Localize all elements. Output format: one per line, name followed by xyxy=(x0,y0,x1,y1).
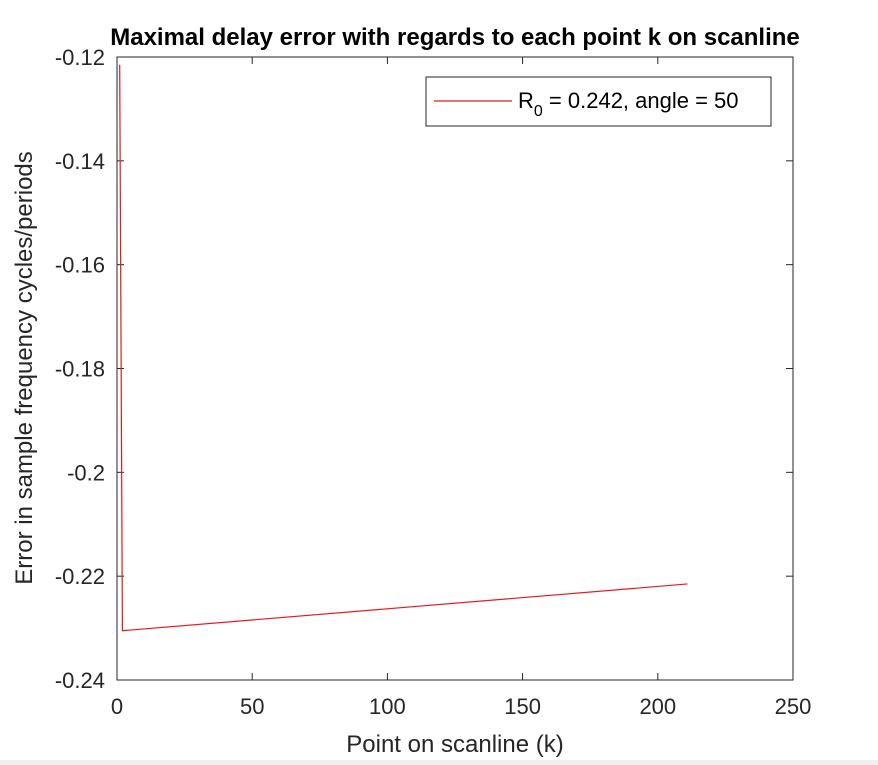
y-tick-label: -0.22 xyxy=(55,564,105,589)
y-tick-label: -0.14 xyxy=(55,149,105,174)
x-tick-label: 50 xyxy=(240,694,264,719)
legend: R0 = 0.242, angle = 50 xyxy=(425,76,772,127)
legend-label: R0 = 0.242, angle = 50 xyxy=(518,88,739,120)
x-tick-label: 250 xyxy=(775,694,812,719)
y-tick-label: -0.12 xyxy=(55,45,105,70)
axes-box xyxy=(116,56,794,681)
chart-title: Maximal delay error with regards to each… xyxy=(110,24,800,51)
y-tick-label: -0.18 xyxy=(55,357,105,382)
legend-rest: = 0.242, angle = 50 xyxy=(543,88,739,113)
y-axis-label: Error in sample frequency cycles/periods xyxy=(11,151,38,585)
x-axis-label: Point on scanline (k) xyxy=(346,731,563,758)
legend-symbol: R xyxy=(518,88,534,113)
series-lines xyxy=(119,64,688,632)
x-tick-label: 150 xyxy=(504,694,541,719)
y-tick-label: -0.2 xyxy=(67,460,105,485)
axis-ticks: 0 50 100 150 200 250 -0.12 -0.14 -0.16 -0.18 -0.2 -… xyxy=(55,45,812,719)
plot-area xyxy=(117,57,793,680)
x-tick-label: 0 xyxy=(111,694,123,719)
x-tick-label: 200 xyxy=(639,694,676,719)
x-tick-label: 100 xyxy=(369,694,406,719)
legend-subscript: 0 xyxy=(534,103,543,120)
y-tick-label: -0.16 xyxy=(55,253,105,278)
series-line xyxy=(119,64,688,632)
y-tick-label: -0.24 xyxy=(55,668,105,693)
